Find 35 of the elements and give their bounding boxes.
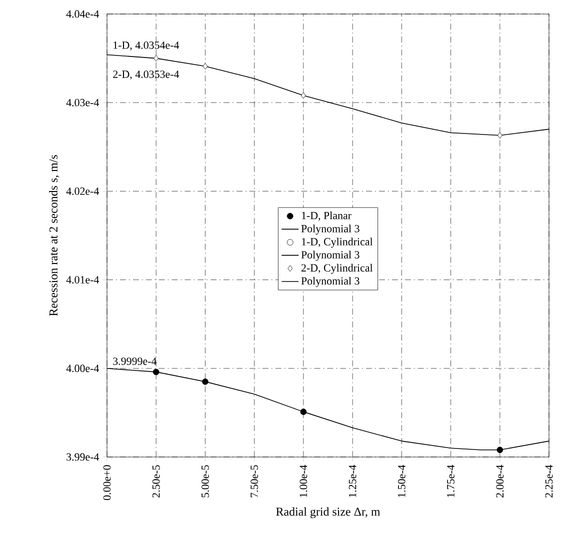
y-axis-title: Recession rate at 2 seconds s, m/s <box>49 155 60 316</box>
y-tick-label: 4.01e-4 <box>66 276 100 284</box>
x-tick-label: 1.75e-4 <box>447 464 454 497</box>
legend-label: Polynomial 3 <box>301 276 360 287</box>
y-tick-label: 4.02e-4 <box>66 187 100 195</box>
x-tick-label: 2.25e-4 <box>545 464 553 498</box>
x-tick-label: 1.25e-4 <box>348 464 356 497</box>
point <box>154 55 159 62</box>
y-tick-label: 4.04e-4 <box>66 10 100 18</box>
point <box>202 63 208 70</box>
point <box>496 446 504 454</box>
x-tick-label: 2.00e-4 <box>496 464 504 498</box>
x-tick-label: 2.50e-5 <box>152 465 160 498</box>
x-tick-label: 5.00e-5 <box>202 465 209 498</box>
legend-label: 1-D, Cylindrical <box>302 238 373 248</box>
x-tick-label: 1.50e-4 <box>398 464 406 497</box>
x-tick-label: 7.50e-5 <box>250 465 258 498</box>
point <box>202 378 208 385</box>
x-axis-title: Radial grid size Δr, m <box>276 507 380 518</box>
legend-label: Polynomial 3 <box>301 250 360 261</box>
annotation: 1-D, 4.0354e-4 <box>114 41 180 50</box>
y-tick-label: 4.00e-4 <box>66 364 100 372</box>
legend-label: Polynomial 3 <box>301 224 360 235</box>
y-tick-label: 3.99e-4 <box>66 453 100 461</box>
y-tick-label: 4.03e-4 <box>66 98 100 106</box>
point <box>152 368 160 376</box>
annotation: 2-D, 4.0353e-4 <box>113 70 180 80</box>
point <box>300 408 307 415</box>
point <box>301 92 306 99</box>
legend-label: 2-D, Cylindrical <box>301 264 373 274</box>
point <box>497 132 502 139</box>
legend-label: 1-D, Planar <box>302 212 352 221</box>
x-tick-label: 1.00e-4 <box>300 464 308 497</box>
annotation: 3.9999e-4 <box>113 358 157 365</box>
x-tick-label: 0.00e+0 <box>103 465 111 500</box>
